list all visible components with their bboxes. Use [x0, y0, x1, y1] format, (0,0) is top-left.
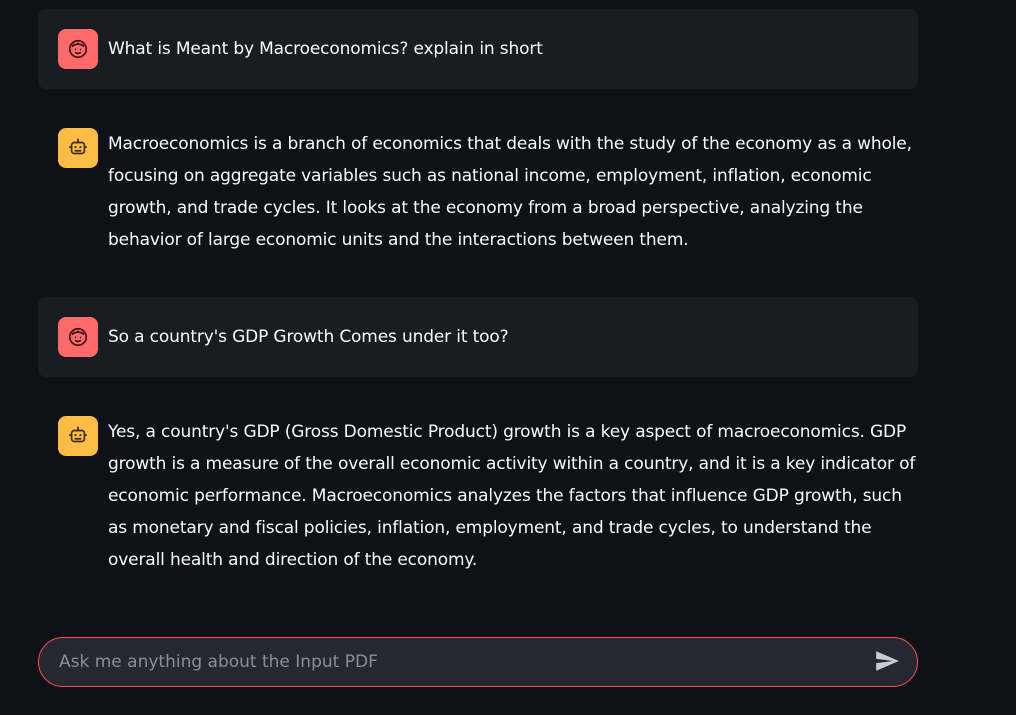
send-button[interactable] [867, 642, 907, 682]
user-avatar [58, 29, 98, 69]
chat-message-user: What is Meant by Macroeconomics? explain… [38, 9, 918, 89]
robot-icon [67, 137, 89, 159]
chat-input-container [38, 637, 918, 687]
send-icon [874, 648, 900, 677]
message-text: What is Meant by Macroeconomics? explain… [108, 39, 543, 59]
assistant-avatar [58, 128, 98, 168]
chat-message-user: So a country's GDP Growth Comes under it… [38, 297, 918, 377]
message-text: Yes, a country's GDP (Gross Domestic Pro… [108, 422, 916, 570]
chat-input[interactable] [39, 637, 867, 687]
message-text: So a country's GDP Growth Comes under it… [108, 327, 509, 347]
message-text: Macroeconomics is a branch of economics … [108, 134, 912, 250]
chat-message-assistant: Yes, a country's GDP (Gross Domestic Pro… [38, 416, 918, 576]
face-icon [67, 326, 89, 348]
assistant-avatar [58, 416, 98, 456]
face-icon [67, 38, 89, 60]
chat-message-assistant: Macroeconomics is a branch of economics … [38, 128, 918, 256]
robot-icon [67, 425, 89, 447]
user-avatar [58, 317, 98, 357]
